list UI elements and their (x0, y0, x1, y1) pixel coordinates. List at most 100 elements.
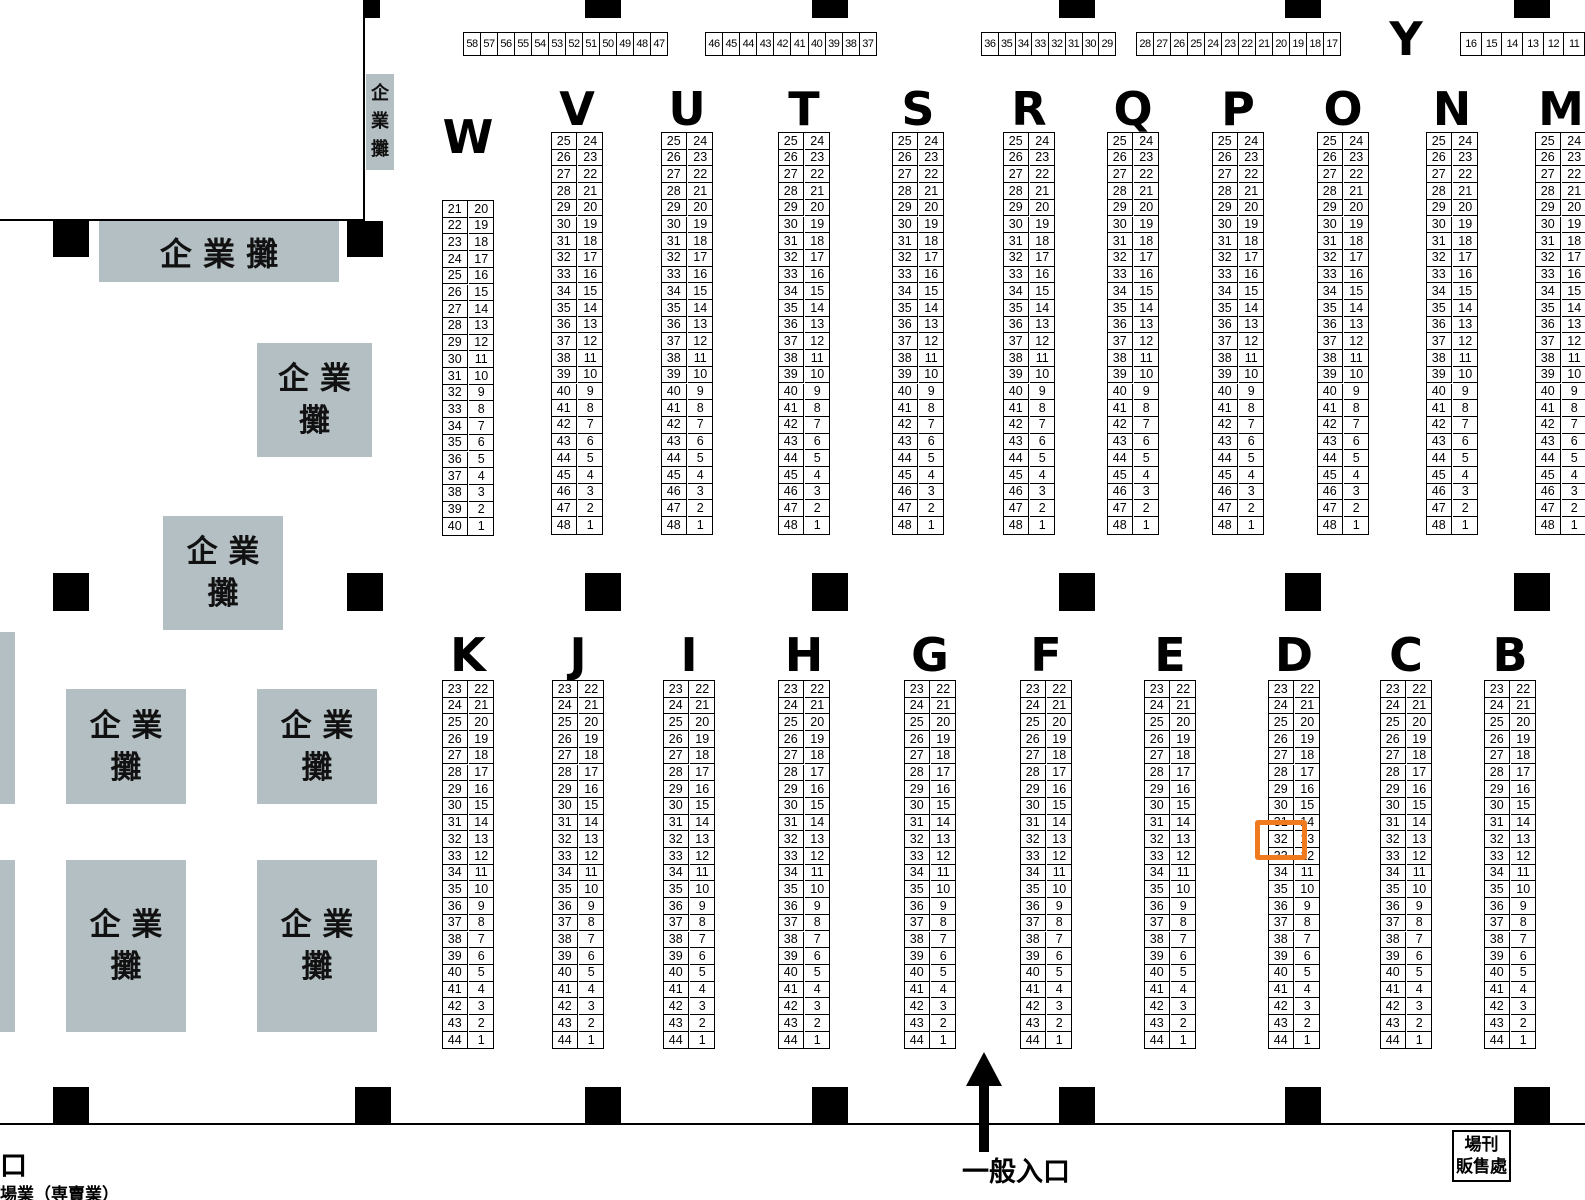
booth-cell[interactable]: 24 (553, 697, 578, 715)
booth-cell[interactable]: 5 (1030, 450, 1055, 467)
booth-cell[interactable]: 20 (578, 200, 603, 217)
booth-cell[interactable]: 28 (553, 764, 578, 782)
booth-cell[interactable]: 48 (1108, 517, 1133, 534)
booth-cell[interactable]: 23 (1021, 681, 1046, 698)
booth-cell[interactable]: 9 (919, 384, 944, 401)
booth-cell[interactable]: 25 (552, 133, 577, 150)
booth-cell[interactable]: 18 (688, 233, 713, 250)
booth-cell[interactable]: 13 (1047, 831, 1072, 848)
booth-cell[interactable]: 33 (552, 266, 577, 284)
booth-cell[interactable]: 30 (779, 216, 804, 234)
booth-cell[interactable]: 25 (1004, 133, 1029, 150)
booth-cell[interactable]: 4 (1047, 982, 1072, 999)
booth-cell[interactable]: 15 (1482, 33, 1503, 55)
booth-cell[interactable]: 11 (688, 350, 713, 367)
booth-cell[interactable]: 41 (1485, 981, 1510, 999)
booth-cell[interactable]: 36 (443, 451, 468, 469)
booth-cell[interactable]: 32 (905, 831, 930, 848)
booth-cell[interactable]: 31 (1145, 814, 1170, 832)
booth-cell[interactable]: 4 (1562, 467, 1585, 484)
booth-cell[interactable]: 12 (1407, 848, 1432, 865)
booth-cell[interactable]: 10 (919, 367, 944, 384)
booth-cell[interactable]: 25 (662, 133, 687, 150)
booth-cell[interactable]: 1 (1247, 518, 1255, 533)
booth-cell[interactable]: 42 (1213, 416, 1238, 434)
booth-cell[interactable]: 15 (579, 798, 604, 815)
booth-cell[interactable]: 10 (688, 367, 713, 384)
booth-cell[interactable]: 46 (779, 483, 804, 501)
booth-cell[interactable]: 37 (779, 333, 804, 351)
booth-cell[interactable]: 23 (1239, 150, 1264, 167)
booth-cell[interactable]: 16 (1030, 267, 1055, 284)
booth-cell[interactable]: 27 (1318, 166, 1343, 184)
booth-cell[interactable]: 44 (1318, 450, 1343, 467)
booth-cell[interactable]: 21 (688, 183, 713, 200)
booth-cell[interactable]: 18 (1134, 233, 1159, 250)
booth-cell[interactable]: 40 (1318, 383, 1343, 401)
booth-cell[interactable]: 17 (578, 250, 603, 267)
booth-cell[interactable]: 37 (779, 914, 804, 932)
booth-cell[interactable]: 20 (1273, 33, 1290, 55)
corporate-booth[interactable]: 企 業 攤 (163, 516, 283, 630)
booth-cell[interactable]: 33 (1021, 848, 1046, 865)
booth-cell[interactable]: 21 (1239, 183, 1264, 200)
booth-cell[interactable]: 13 (469, 831, 494, 848)
booth-cell[interactable]: 9 (1344, 384, 1369, 401)
booth-cell[interactable]: 32 (662, 249, 687, 267)
booth-cell[interactable]: 38 (552, 350, 577, 367)
booth-cell[interactable]: 3 (931, 998, 956, 1015)
booth-cell[interactable]: 33 (443, 848, 468, 865)
booth-cell[interactable]: 20 (805, 200, 830, 217)
booth-cell[interactable]: 11 (578, 350, 603, 367)
booth-cell[interactable]: 41 (779, 981, 804, 999)
booth-cell[interactable]: 8 (1134, 400, 1159, 417)
booth-cell[interactable]: 41 (1004, 400, 1029, 417)
booth-cell[interactable]: 32 (1004, 249, 1029, 267)
booth-cell[interactable]: 11 (931, 865, 956, 882)
booth-cell[interactable]: 25 (553, 714, 578, 732)
booth-cell[interactable]: 25 (1021, 714, 1046, 732)
booth-cell[interactable]: 13 (931, 831, 956, 848)
booth-cell[interactable]: 48 (552, 517, 577, 534)
booth-cell[interactable]: 39 (1021, 948, 1046, 965)
booth-cell[interactable]: 18 (919, 233, 944, 250)
booth-cell[interactable]: 35 (664, 881, 689, 899)
booth-cell[interactable]: 54 (532, 33, 549, 55)
booth-cell[interactable]: 1 (477, 519, 485, 534)
booth-cell[interactable]: 29 (552, 199, 577, 217)
booth-cell[interactable]: 46 (552, 483, 577, 501)
booth-cell[interactable]: 7 (1239, 417, 1264, 434)
booth-cell[interactable]: 15 (1511, 798, 1536, 815)
corporate-booth[interactable] (0, 632, 15, 804)
booth-cell[interactable]: 45 (552, 467, 577, 484)
corporate-booth[interactable]: 企 業 攤 (99, 221, 339, 282)
booth-cell[interactable]: 14 (1511, 815, 1536, 832)
booth-cell[interactable]: 33 (1145, 848, 1170, 865)
booth-cell[interactable]: 5 (1511, 965, 1536, 982)
booth-cell[interactable]: 57 (481, 33, 498, 55)
booth-cell[interactable]: 46 (893, 483, 918, 501)
booth-cell[interactable]: 43 (1485, 1015, 1510, 1032)
booth-cell[interactable]: 18 (1307, 33, 1324, 55)
booth-cell[interactable]: 22 (805, 681, 830, 698)
booth-cell[interactable]: 35 (1145, 881, 1170, 899)
booth-cell[interactable]: 30 (1536, 216, 1561, 234)
booth-cell[interactable]: 7 (919, 417, 944, 434)
entrance-label[interactable]: 一般入口 (962, 1157, 1070, 1188)
booth-cell[interactable]: 32 (893, 249, 918, 267)
booth-cell[interactable]: 44 (1004, 450, 1029, 467)
booth-cell[interactable]: 14 (1453, 300, 1478, 317)
booth-cell[interactable]: 21 (1511, 698, 1536, 715)
booth-cell[interactable]: 8 (919, 400, 944, 417)
booth-cell[interactable]: 25 (1145, 714, 1170, 732)
booth-cell[interactable]: 42 (779, 998, 804, 1015)
booth-cell[interactable]: 44 (552, 450, 577, 467)
booth-cell[interactable]: 44 (1213, 450, 1238, 467)
booth-cell[interactable]: 51 (583, 33, 600, 55)
booth-cell[interactable]: 9 (1453, 384, 1478, 401)
booth-cell[interactable]: 8 (690, 915, 715, 932)
booth-cell[interactable]: 17 (1453, 250, 1478, 267)
booth-cell[interactable]: 23 (1344, 150, 1369, 167)
booth-cell[interactable]: 23 (1030, 150, 1055, 167)
booth-cell[interactable]: 30 (443, 797, 468, 815)
